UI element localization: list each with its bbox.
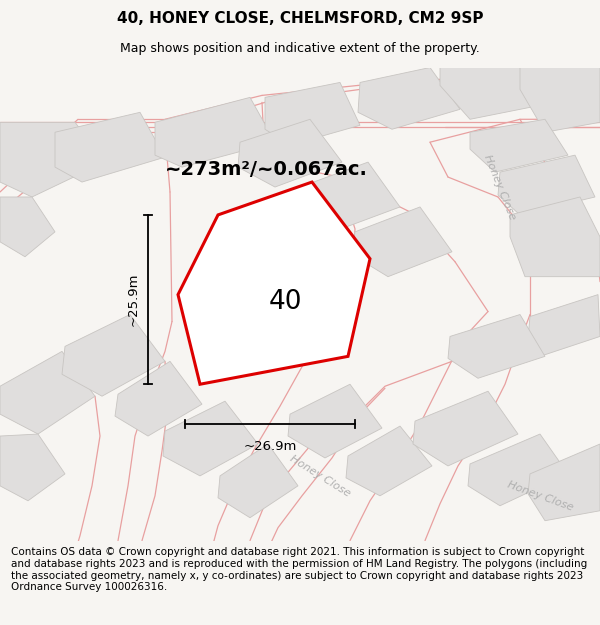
Polygon shape	[163, 401, 258, 476]
Text: ~26.9m: ~26.9m	[244, 440, 296, 453]
Polygon shape	[413, 391, 518, 466]
Polygon shape	[55, 112, 165, 182]
Polygon shape	[0, 434, 65, 501]
Polygon shape	[468, 434, 568, 506]
Polygon shape	[528, 294, 600, 356]
Polygon shape	[528, 444, 600, 521]
Text: 40, HONEY CLOSE, CHELMSFORD, CM2 9SP: 40, HONEY CLOSE, CHELMSFORD, CM2 9SP	[117, 11, 483, 26]
Text: 40: 40	[268, 289, 302, 314]
Text: Honey Close: Honey Close	[506, 479, 574, 512]
Polygon shape	[520, 68, 600, 132]
Polygon shape	[178, 182, 370, 384]
Polygon shape	[448, 314, 545, 378]
Polygon shape	[470, 119, 568, 172]
Polygon shape	[0, 122, 105, 197]
Polygon shape	[440, 68, 540, 119]
Polygon shape	[155, 98, 275, 167]
Text: Contains OS data © Crown copyright and database right 2021. This information is : Contains OS data © Crown copyright and d…	[11, 548, 587, 592]
Polygon shape	[0, 197, 55, 257]
Text: Map shows position and indicative extent of the property.: Map shows position and indicative extent…	[120, 42, 480, 55]
Polygon shape	[346, 426, 432, 496]
Text: ~25.9m: ~25.9m	[127, 273, 140, 326]
Text: Honey Close: Honey Close	[288, 453, 352, 499]
Text: ~273m²/~0.067ac.: ~273m²/~0.067ac.	[165, 159, 368, 179]
Polygon shape	[62, 314, 165, 396]
Polygon shape	[352, 207, 452, 277]
Polygon shape	[510, 197, 600, 277]
Polygon shape	[0, 351, 95, 434]
Polygon shape	[498, 155, 595, 215]
Polygon shape	[358, 68, 460, 129]
Text: Honey Close: Honey Close	[482, 153, 518, 221]
Polygon shape	[298, 162, 400, 232]
Polygon shape	[238, 119, 342, 187]
Polygon shape	[265, 82, 360, 145]
Polygon shape	[288, 384, 382, 458]
Polygon shape	[115, 361, 202, 436]
Polygon shape	[218, 444, 298, 518]
